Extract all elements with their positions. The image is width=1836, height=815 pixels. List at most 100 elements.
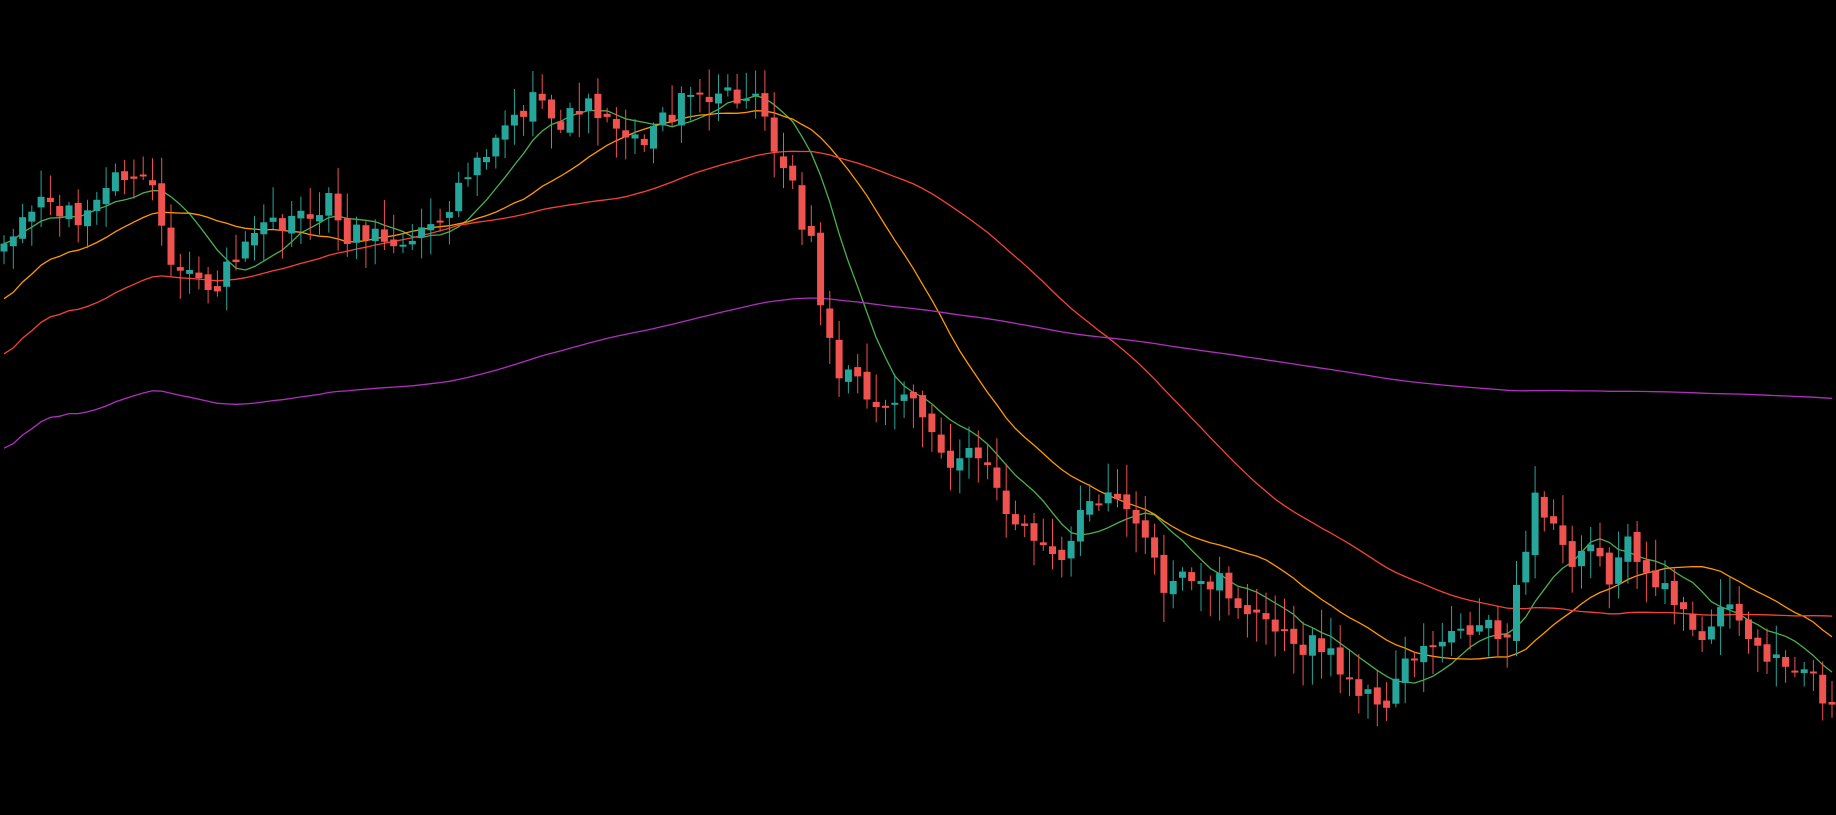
candle-body <box>1772 654 1780 658</box>
candle-up <box>1772 625 1780 687</box>
candle-up <box>1485 614 1493 657</box>
candle-down <box>1021 514 1029 537</box>
candle-down <box>1141 496 1149 555</box>
candle-body <box>538 93 546 101</box>
candle-down <box>919 390 927 448</box>
candle-body <box>659 112 667 126</box>
candle-down <box>1828 681 1836 718</box>
candle-body <box>947 450 954 468</box>
candle-body <box>900 394 908 401</box>
candle-body <box>1754 637 1762 646</box>
candle-up <box>241 231 249 262</box>
candle-up <box>724 74 732 97</box>
candle-body <box>510 114 518 126</box>
candle-body <box>1290 628 1298 644</box>
candle-up <box>1216 556 1224 621</box>
candle-down <box>1466 611 1474 650</box>
candle-up <box>427 198 435 255</box>
candle-down <box>909 384 917 428</box>
candle-body <box>306 214 314 219</box>
candle-body <box>789 165 797 181</box>
candle-body <box>1160 554 1168 593</box>
candle-body <box>575 111 583 115</box>
candle-body <box>1151 537 1159 558</box>
candle-body <box>1002 490 1010 514</box>
candle-down <box>1243 584 1251 638</box>
candle-body <box>566 108 574 133</box>
candle-body <box>733 89 741 104</box>
candle-body <box>1410 658 1418 661</box>
candle-down <box>1234 587 1242 619</box>
candle-down <box>1355 654 1363 714</box>
candle-down <box>1633 521 1641 589</box>
candle-body <box>603 113 611 117</box>
candle-body <box>557 121 565 130</box>
candle-body <box>158 183 166 226</box>
candle-down <box>640 134 648 152</box>
candle-down <box>1735 586 1743 636</box>
candle-down <box>1605 547 1613 609</box>
candle-body <box>817 232 825 306</box>
candle-body <box>1540 496 1548 518</box>
candle-body <box>1680 602 1687 610</box>
candle-body <box>909 392 917 399</box>
candle-body <box>84 210 91 227</box>
candle-body <box>1578 550 1585 567</box>
candle-body <box>715 93 722 104</box>
candle-body <box>1513 584 1520 641</box>
candle-up <box>269 187 277 230</box>
candle-body <box>984 462 992 466</box>
candle-body <box>445 212 453 218</box>
candle-down <box>1039 518 1047 551</box>
candle-body <box>1355 679 1363 696</box>
candle-down <box>1132 491 1140 553</box>
candle-up <box>715 74 722 121</box>
candle-down <box>668 85 676 127</box>
candle-up <box>111 163 119 196</box>
candle-down <box>817 222 825 326</box>
candle-down <box>882 399 889 426</box>
candle-body <box>1132 509 1140 524</box>
candle-down <box>993 438 1001 501</box>
candle-body <box>343 218 351 244</box>
candle-down <box>1540 491 1548 532</box>
candle-up <box>1067 526 1075 577</box>
candle-body <box>956 458 964 471</box>
candle-up <box>37 170 45 227</box>
candle-body <box>1745 619 1752 640</box>
candle-down <box>854 354 862 394</box>
candle-body <box>1735 603 1743 621</box>
candle-up <box>1401 636 1409 704</box>
candle-body <box>380 229 388 242</box>
candle-up <box>631 119 639 154</box>
candle-body <box>993 467 1001 488</box>
candle-body <box>102 188 110 205</box>
candle-body <box>687 94 695 97</box>
candle-body <box>19 217 27 239</box>
candle-body <box>1503 634 1511 638</box>
candle-body <box>260 222 268 235</box>
candle-body <box>371 228 379 242</box>
candle-body <box>780 156 787 169</box>
candle-body <box>492 137 500 157</box>
candle-body <box>1216 573 1224 591</box>
candle-up <box>1800 662 1808 687</box>
candle-body <box>919 395 927 418</box>
candle-up <box>585 93 593 134</box>
candle-down <box>622 109 630 160</box>
candle-body <box>585 98 593 111</box>
candle-body <box>1095 503 1103 506</box>
candle-down <box>780 132 787 189</box>
candle-down <box>167 204 175 277</box>
candle-down <box>195 256 203 290</box>
candle-body <box>1169 581 1177 595</box>
candle-body <box>390 239 398 247</box>
candle-down <box>1002 463 1010 538</box>
candle-down <box>46 175 54 216</box>
candle-body <box>1809 671 1817 674</box>
candle-down <box>863 343 871 409</box>
candle-body <box>1587 544 1595 552</box>
candle-body <box>631 134 639 139</box>
candle-up <box>510 89 518 145</box>
candle-body <box>1828 702 1836 705</box>
